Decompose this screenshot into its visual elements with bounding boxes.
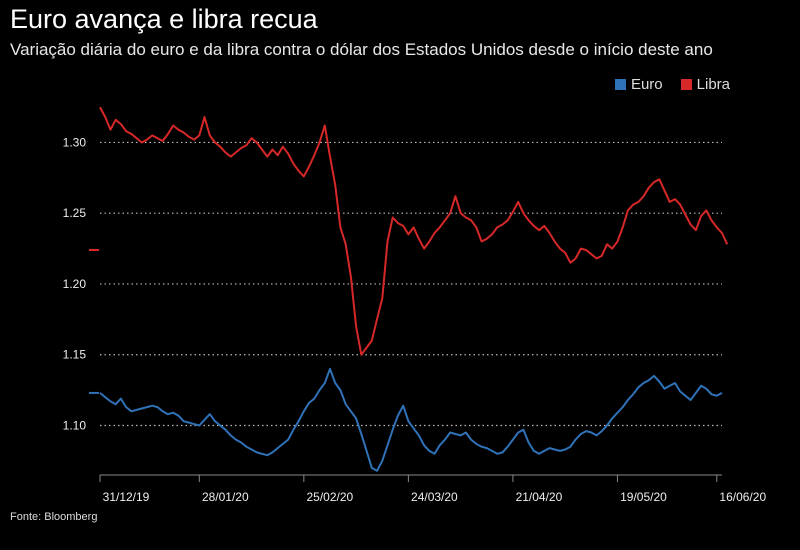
chart-subtitle: Variação diária do euro e da libra contr… [10,40,713,59]
y-tick-label: 1.20 [63,277,87,291]
x-tick-label: 24/03/20 [411,490,458,504]
x-tick-label: 21/04/20 [516,490,563,504]
legend-swatch-euro [614,79,626,90]
x-tick-label: 19/05/20 [620,490,667,504]
x-tick-label: 16/06/20 [719,490,766,504]
y-tick-label: 1.10 [63,418,87,432]
legend: Euro Libra [614,76,730,93]
legend-swatch-libra [680,79,692,90]
legend-label-euro: Euro [630,76,663,93]
series-line-euro [99,367,723,472]
x-tick-label: 25/02/20 [306,490,353,504]
series-line-libra [99,106,729,356]
x-tick-label: 31/12/19 [103,490,150,504]
y-tick-label: 1.30 [63,135,87,149]
chart-title: Euro avança e libra recua [10,4,318,34]
legend-item-euro: Euro [614,76,663,93]
x-tick-label: 28/01/20 [202,490,249,504]
y-tick-label: 1.15 [63,348,87,362]
legend-label-libra: Libra [696,76,730,93]
y-tick-label: 1.25 [63,206,87,220]
legend-item-libra: Libra [680,76,730,93]
source-note: Fonte: Bloomberg [10,511,98,523]
